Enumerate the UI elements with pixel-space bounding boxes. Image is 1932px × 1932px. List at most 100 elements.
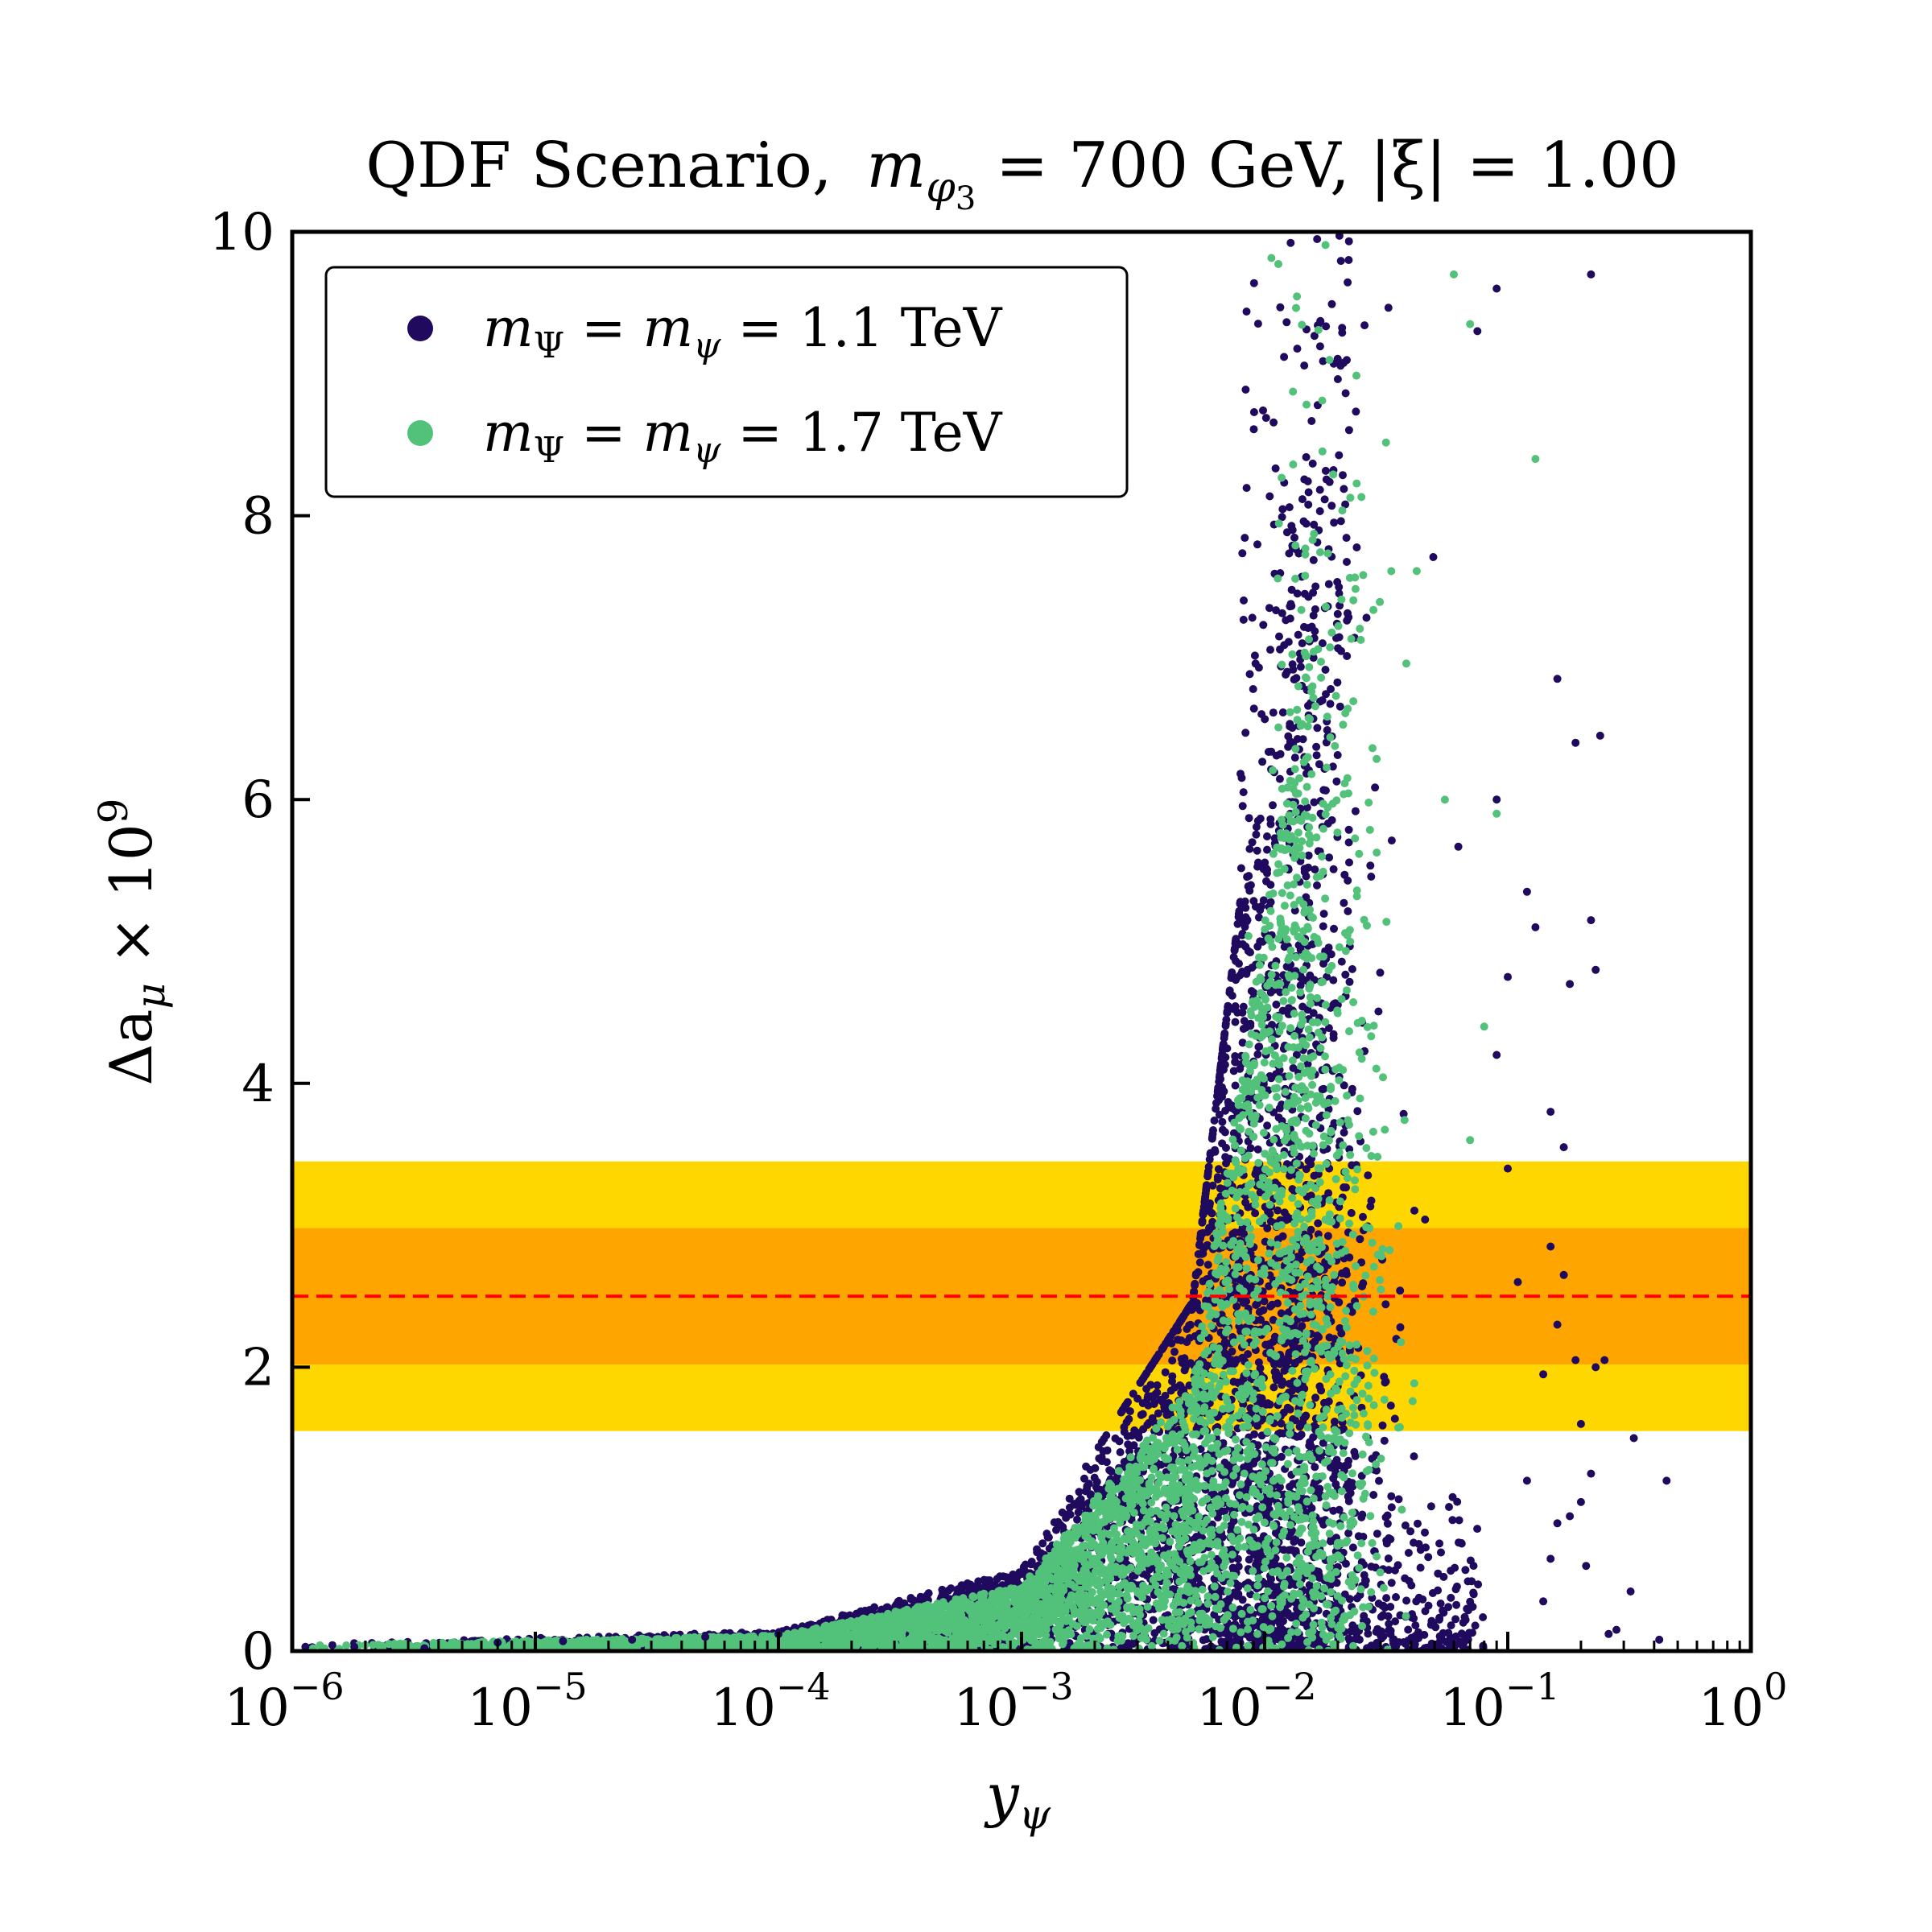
- point-series1: [1236, 1228, 1245, 1236]
- point-series1: [1236, 770, 1245, 778]
- point-series1: [1269, 801, 1277, 810]
- point-series1: [1386, 1603, 1395, 1611]
- point-series1: [1282, 671, 1290, 679]
- point-series1: [1345, 1595, 1354, 1604]
- point-series1: [1298, 495, 1307, 504]
- point-series1: [1280, 1208, 1289, 1217]
- point-series1: [1404, 1625, 1413, 1634]
- point-series1: [1329, 1474, 1338, 1483]
- point-series1: [1253, 846, 1261, 855]
- point-series1: [1327, 685, 1335, 693]
- point-series1: [1391, 1566, 1399, 1575]
- point-series1: [1338, 324, 1347, 332]
- point-series1: [1276, 303, 1285, 312]
- point-series1: [1138, 1399, 1147, 1408]
- point-series1: [1261, 414, 1270, 423]
- point-series1: [1213, 1092, 1222, 1100]
- point-series1: [1396, 1286, 1405, 1295]
- point-series1: [1266, 646, 1274, 654]
- point-series1: [1266, 1302, 1275, 1311]
- point-series1: [1241, 534, 1249, 543]
- point-series1: [1391, 1617, 1400, 1626]
- point-series1: [1150, 1400, 1158, 1409]
- point-series1: [1426, 1502, 1435, 1511]
- point-series1: [1364, 1171, 1373, 1180]
- point-series1: [1448, 1492, 1457, 1501]
- point-series1: [1066, 1510, 1075, 1519]
- point-series1: [1238, 1038, 1247, 1047]
- point-series1: [1193, 1298, 1201, 1307]
- point-series1: [1105, 1466, 1114, 1475]
- point-series1: [1245, 1555, 1253, 1564]
- point-series1: [1344, 1529, 1353, 1538]
- point-series1: [1168, 1356, 1177, 1365]
- point-series1: [1304, 488, 1313, 497]
- point-series1: [1271, 464, 1280, 473]
- point-series1: [1253, 540, 1261, 549]
- point-series1: [1234, 910, 1243, 919]
- point-series1: [1404, 1549, 1413, 1557]
- point-series1: [1309, 654, 1318, 663]
- point-series1: [1262, 1400, 1270, 1409]
- point-series1: [1327, 502, 1336, 510]
- point-series1: [1378, 1601, 1387, 1610]
- point-series1: [1328, 762, 1337, 771]
- point-series1: [1342, 534, 1351, 543]
- points-layer: [301, 232, 1671, 1651]
- point-series1: [1222, 1143, 1230, 1152]
- point-series1: [1296, 981, 1305, 990]
- point-series1: [1330, 924, 1338, 933]
- point-series1: [1172, 1323, 1181, 1331]
- point-series1: [1249, 704, 1258, 713]
- point-series1: [1245, 872, 1253, 881]
- point-series1: [1204, 1162, 1213, 1171]
- point-series1: [1414, 1593, 1423, 1602]
- point-series1: [1444, 1603, 1453, 1612]
- point-series1: [1386, 1630, 1395, 1638]
- point-series1: [1269, 1315, 1278, 1324]
- point-series1: [1272, 606, 1281, 615]
- point-series1: [941, 1587, 950, 1596]
- point-series1: [1346, 1488, 1355, 1497]
- point-series1: [1322, 322, 1331, 331]
- point-series1: [1330, 518, 1339, 527]
- point-series1: [1180, 1354, 1189, 1363]
- point-series1: [1299, 517, 1308, 526]
- point-series1: [1183, 1338, 1191, 1347]
- point-series1: [1026, 1560, 1035, 1569]
- point-series1: [1253, 816, 1262, 825]
- point-series1: [1020, 1566, 1029, 1575]
- point-series1: [1321, 666, 1330, 674]
- point-series1: [1236, 1064, 1245, 1073]
- point-series1: [1251, 902, 1260, 911]
- point-series1: [1369, 1491, 1378, 1499]
- point-series1: [1146, 1565, 1154, 1574]
- point-series1: [1335, 1461, 1344, 1470]
- point-series2: [1266, 906, 1275, 915]
- point-series1: [1300, 361, 1309, 370]
- point-series1: [1323, 1232, 1332, 1241]
- point-series2: [1219, 1370, 1228, 1379]
- point-series1: [1324, 943, 1333, 952]
- point-series1: [1136, 1378, 1145, 1387]
- point-series1: [1436, 1600, 1445, 1608]
- point-series1: [1149, 1616, 1158, 1624]
- point-series1: [1333, 578, 1342, 586]
- point-series1: [1229, 953, 1238, 961]
- point-series1: [1311, 865, 1319, 874]
- point-series1: [1326, 700, 1335, 708]
- point-series1: [1341, 500, 1350, 509]
- point-series1: [1454, 842, 1463, 851]
- point-series1: [1445, 1503, 1453, 1511]
- point-series1: [1315, 1488, 1323, 1496]
- point-series1: [1351, 1451, 1360, 1460]
- point-series1: [1311, 582, 1320, 591]
- point-series1: [1294, 630, 1302, 639]
- point-series1: [1344, 907, 1352, 915]
- point-series1: [1333, 678, 1342, 687]
- point-series1: [1282, 528, 1291, 537]
- point-series1: [1287, 585, 1296, 594]
- point-series1: [1231, 1052, 1240, 1060]
- point-series1: [1239, 788, 1248, 797]
- point-series1: [1275, 1104, 1284, 1113]
